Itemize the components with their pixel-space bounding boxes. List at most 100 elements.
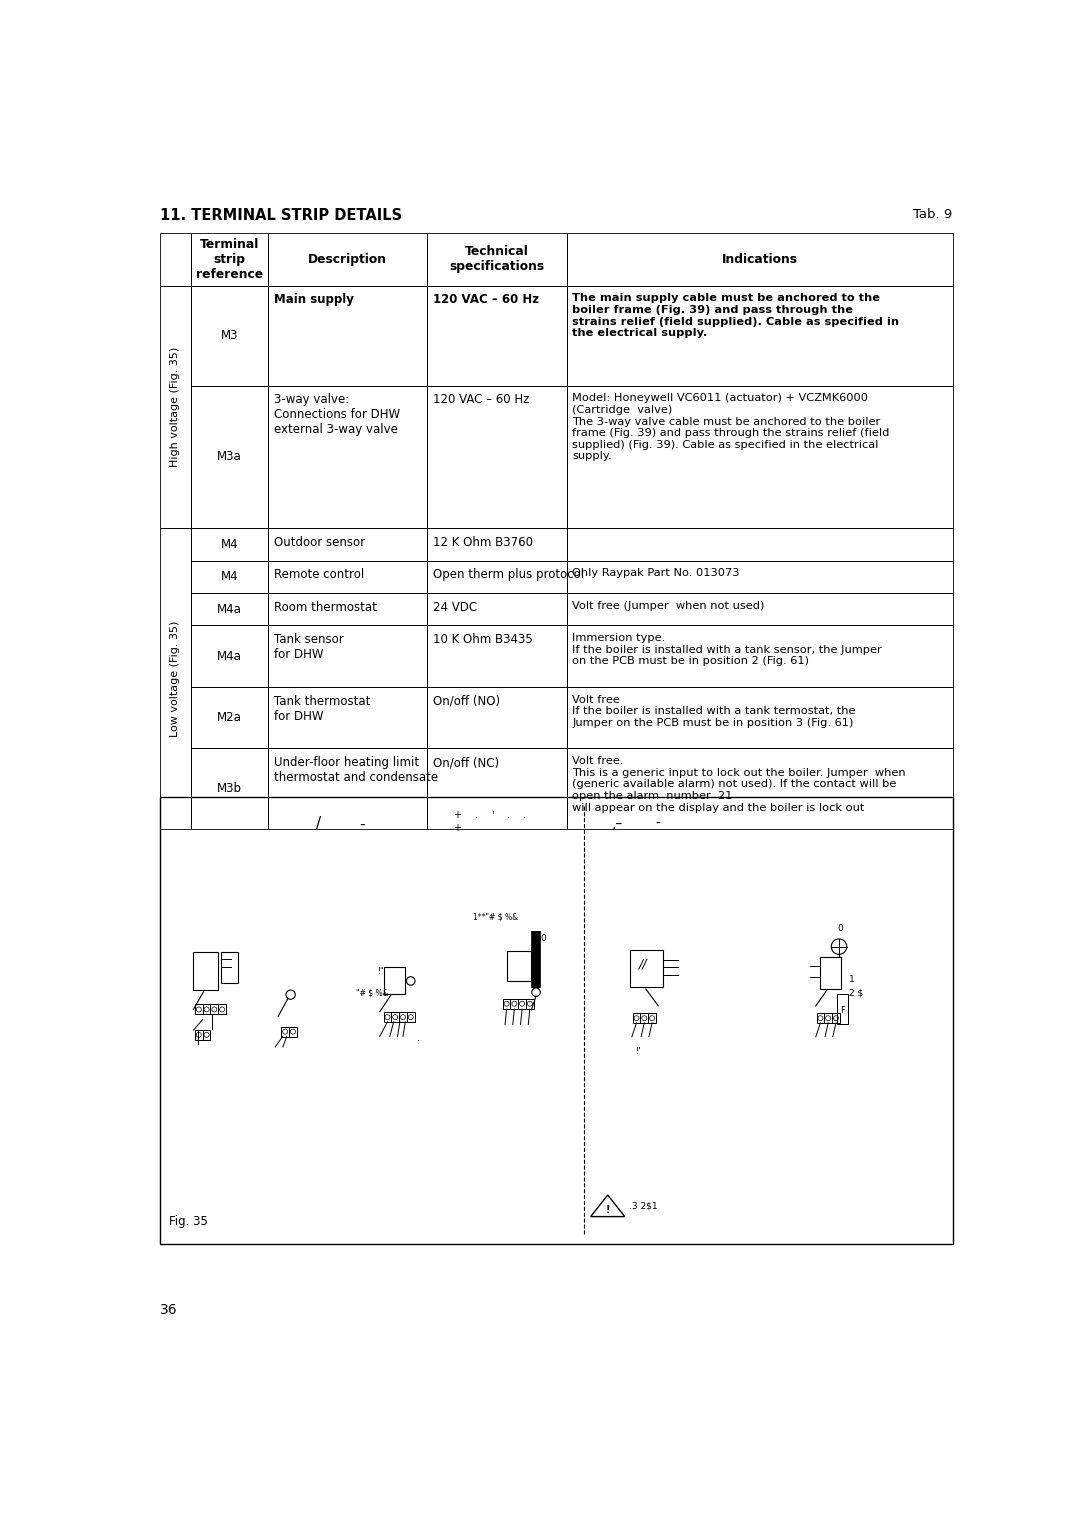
Bar bbox=[191, 286, 268, 386]
Bar bbox=[221, 951, 239, 982]
Bar bbox=[195, 1005, 203, 1014]
Bar bbox=[203, 1005, 211, 1014]
Bar bbox=[160, 234, 191, 286]
Bar bbox=[268, 234, 428, 286]
Bar bbox=[191, 748, 268, 829]
Text: F: F bbox=[840, 1006, 846, 1015]
Text: M4: M4 bbox=[220, 538, 239, 551]
Text: //: // bbox=[638, 957, 647, 971]
Text: Room thermostat: Room thermostat bbox=[273, 600, 377, 614]
Bar bbox=[191, 386, 268, 528]
Bar bbox=[191, 687, 268, 748]
Bar bbox=[567, 592, 953, 625]
Bar bbox=[507, 951, 531, 980]
Text: ': ' bbox=[491, 809, 494, 820]
Bar bbox=[428, 625, 567, 687]
Bar bbox=[633, 1014, 640, 1023]
Bar bbox=[268, 687, 428, 748]
Text: Low voltage (Fig. 35): Low voltage (Fig. 35) bbox=[171, 620, 180, 738]
Bar bbox=[567, 286, 953, 386]
Bar bbox=[428, 286, 567, 386]
Bar bbox=[160, 528, 191, 829]
Text: M3a: M3a bbox=[217, 450, 242, 464]
Bar bbox=[211, 1005, 218, 1014]
Bar bbox=[383, 967, 405, 994]
Bar bbox=[567, 560, 953, 592]
Bar bbox=[567, 625, 953, 687]
Bar bbox=[824, 1014, 832, 1023]
Text: Model: Honeywell VC6011 (actuator) + VCZMK6000
(Cartridge  valve)
The 3-way valv: Model: Honeywell VC6011 (actuator) + VCZ… bbox=[572, 394, 890, 461]
Bar bbox=[631, 950, 663, 988]
Bar bbox=[567, 528, 953, 560]
Text: !: ! bbox=[606, 1205, 610, 1215]
Text: .: . bbox=[523, 809, 526, 820]
Text: Only Raypak Part No. 013073: Only Raypak Part No. 013073 bbox=[572, 568, 740, 579]
Bar bbox=[820, 956, 841, 989]
Bar bbox=[281, 1026, 289, 1037]
Bar bbox=[191, 625, 268, 687]
Text: The main supply cable must be anchored to the
boiler frame (Fig. 39) and pass th: The main supply cable must be anchored t… bbox=[572, 293, 900, 337]
Text: .: . bbox=[508, 809, 510, 820]
Text: Volt free
If the boiler is installed with a tank termostat, the
Jumper on the PC: Volt free If the boiler is installed wit… bbox=[572, 695, 855, 728]
Text: On/off (NC): On/off (NC) bbox=[433, 756, 499, 770]
Text: +: + bbox=[454, 823, 461, 832]
Bar bbox=[428, 528, 567, 560]
Text: !": !" bbox=[378, 967, 384, 976]
Bar bbox=[191, 560, 268, 592]
Bar bbox=[816, 1014, 824, 1023]
Bar bbox=[407, 1012, 415, 1022]
Text: On/off (NO): On/off (NO) bbox=[433, 695, 500, 707]
Bar bbox=[268, 592, 428, 625]
Text: Tab. 9: Tab. 9 bbox=[914, 208, 953, 221]
Bar bbox=[268, 748, 428, 829]
Text: Volt free.
This is a generic input to lock out the boiler. Jumper  when
(generic: Volt free. This is a generic input to lo… bbox=[572, 756, 906, 812]
Bar bbox=[289, 1026, 297, 1037]
Bar bbox=[837, 994, 848, 1025]
Text: ,–: ,– bbox=[611, 817, 623, 831]
Bar bbox=[428, 386, 567, 528]
Text: 0: 0 bbox=[837, 924, 843, 933]
Text: 10 K Ohm B3435: 10 K Ohm B3435 bbox=[433, 632, 532, 646]
Bar bbox=[526, 999, 534, 1009]
Bar bbox=[268, 560, 428, 592]
Bar bbox=[268, 528, 428, 560]
Bar bbox=[428, 748, 567, 829]
Text: Description: Description bbox=[308, 253, 388, 266]
Text: Remote control: Remote control bbox=[273, 568, 364, 582]
Bar bbox=[193, 951, 218, 989]
Text: 1**"# $ %&: 1**"# $ %& bbox=[473, 913, 518, 922]
Text: 3-way valve:
Connections for DHW
external 3-way valve: 3-way valve: Connections for DHW externa… bbox=[273, 394, 400, 437]
Text: 120 VAC – 60 Hz: 120 VAC – 60 Hz bbox=[433, 394, 529, 406]
Bar bbox=[268, 386, 428, 528]
Bar bbox=[160, 797, 953, 1243]
Bar bbox=[400, 1012, 407, 1022]
Text: M2a: M2a bbox=[217, 712, 242, 724]
Bar bbox=[428, 687, 567, 748]
Bar bbox=[268, 286, 428, 386]
Bar bbox=[218, 1005, 226, 1014]
Text: Indications: Indications bbox=[721, 253, 798, 266]
Bar bbox=[567, 386, 953, 528]
Bar bbox=[640, 1014, 648, 1023]
Text: Main supply: Main supply bbox=[273, 293, 353, 307]
Bar bbox=[191, 592, 268, 625]
Text: 24 VDC: 24 VDC bbox=[433, 600, 476, 614]
Text: Technical
specifications: Technical specifications bbox=[449, 246, 544, 273]
Bar bbox=[502, 999, 511, 1009]
Bar bbox=[428, 560, 567, 592]
Text: -: - bbox=[656, 817, 660, 831]
Text: Terminal
strip
reference: Terminal strip reference bbox=[195, 238, 264, 281]
Bar bbox=[203, 1029, 211, 1040]
Text: /: / bbox=[315, 817, 321, 831]
Text: Fig. 35: Fig. 35 bbox=[170, 1215, 208, 1228]
Text: Tank thermostat
for DHW: Tank thermostat for DHW bbox=[273, 695, 370, 722]
Text: 120 VAC – 60 Hz: 120 VAC – 60 Hz bbox=[433, 293, 539, 307]
Text: Volt free (Jumper  when not used): Volt free (Jumper when not used) bbox=[572, 600, 765, 611]
Text: -: - bbox=[360, 817, 365, 831]
Bar bbox=[191, 528, 268, 560]
Text: .3 2$1: .3 2$1 bbox=[630, 1202, 658, 1211]
Bar bbox=[567, 748, 953, 829]
Bar bbox=[195, 1029, 203, 1040]
Bar bbox=[567, 687, 953, 748]
Text: .: . bbox=[475, 809, 478, 820]
